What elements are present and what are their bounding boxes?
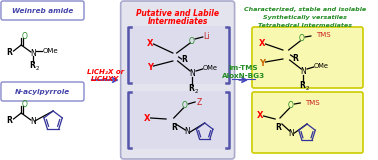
Text: R: R xyxy=(293,53,298,63)
Text: X: X xyxy=(256,111,263,120)
Text: R: R xyxy=(275,124,281,132)
Text: Characterized, stable and isolable: Characterized, stable and isolable xyxy=(244,7,366,12)
Text: LiCH₂X or: LiCH₂X or xyxy=(87,69,124,75)
FancyBboxPatch shape xyxy=(1,82,84,101)
FancyBboxPatch shape xyxy=(127,91,230,149)
Text: O: O xyxy=(181,100,187,109)
Text: N: N xyxy=(184,128,190,136)
Text: OMe: OMe xyxy=(314,63,329,69)
Text: 2: 2 xyxy=(36,65,39,71)
FancyBboxPatch shape xyxy=(252,92,363,153)
Text: O: O xyxy=(288,100,294,109)
Text: Weinreb amide: Weinreb amide xyxy=(12,8,73,14)
Text: N: N xyxy=(30,116,36,125)
Text: Tetrahedral Intermediates: Tetrahedral Intermediates xyxy=(258,23,352,28)
Text: R: R xyxy=(171,124,177,132)
Text: R: R xyxy=(7,116,12,124)
Text: OMe: OMe xyxy=(42,48,58,54)
Text: O: O xyxy=(21,32,27,40)
Text: N: N xyxy=(289,128,294,137)
Text: Y: Y xyxy=(147,63,153,72)
Text: X: X xyxy=(259,39,265,48)
Text: 2: 2 xyxy=(306,85,310,91)
Text: Intermediates: Intermediates xyxy=(147,16,208,25)
Text: R: R xyxy=(188,84,194,92)
Text: X: X xyxy=(146,39,153,48)
Text: Li: Li xyxy=(203,32,210,40)
Text: N: N xyxy=(30,48,36,57)
Text: Synthetically versatiles: Synthetically versatiles xyxy=(263,15,347,20)
Text: O: O xyxy=(21,100,27,108)
Text: N-acylpyrrole: N-acylpyrrole xyxy=(15,89,70,95)
Text: O: O xyxy=(298,33,304,43)
Text: R: R xyxy=(181,55,187,64)
Text: TMS: TMS xyxy=(316,32,330,38)
Text: TMS: TMS xyxy=(305,100,320,106)
Text: R: R xyxy=(7,48,12,56)
Text: 2: 2 xyxy=(195,88,198,93)
Text: R: R xyxy=(299,80,305,89)
FancyBboxPatch shape xyxy=(121,1,235,159)
Text: N: N xyxy=(300,67,306,76)
Text: R: R xyxy=(29,60,35,69)
FancyBboxPatch shape xyxy=(127,26,230,84)
Text: X: X xyxy=(144,113,150,123)
Text: AloxN-BG3: AloxN-BG3 xyxy=(222,73,265,79)
Text: O: O xyxy=(188,36,194,45)
FancyBboxPatch shape xyxy=(1,1,84,20)
Text: Z: Z xyxy=(196,97,201,107)
Text: OMe: OMe xyxy=(203,65,218,71)
Text: Im-TMS: Im-TMS xyxy=(228,65,258,71)
Text: Y: Y xyxy=(259,59,265,68)
FancyBboxPatch shape xyxy=(252,27,363,88)
Text: Putative and Labile: Putative and Labile xyxy=(136,8,219,17)
Text: LiCHXY: LiCHXY xyxy=(91,76,119,82)
Text: N: N xyxy=(189,68,195,77)
